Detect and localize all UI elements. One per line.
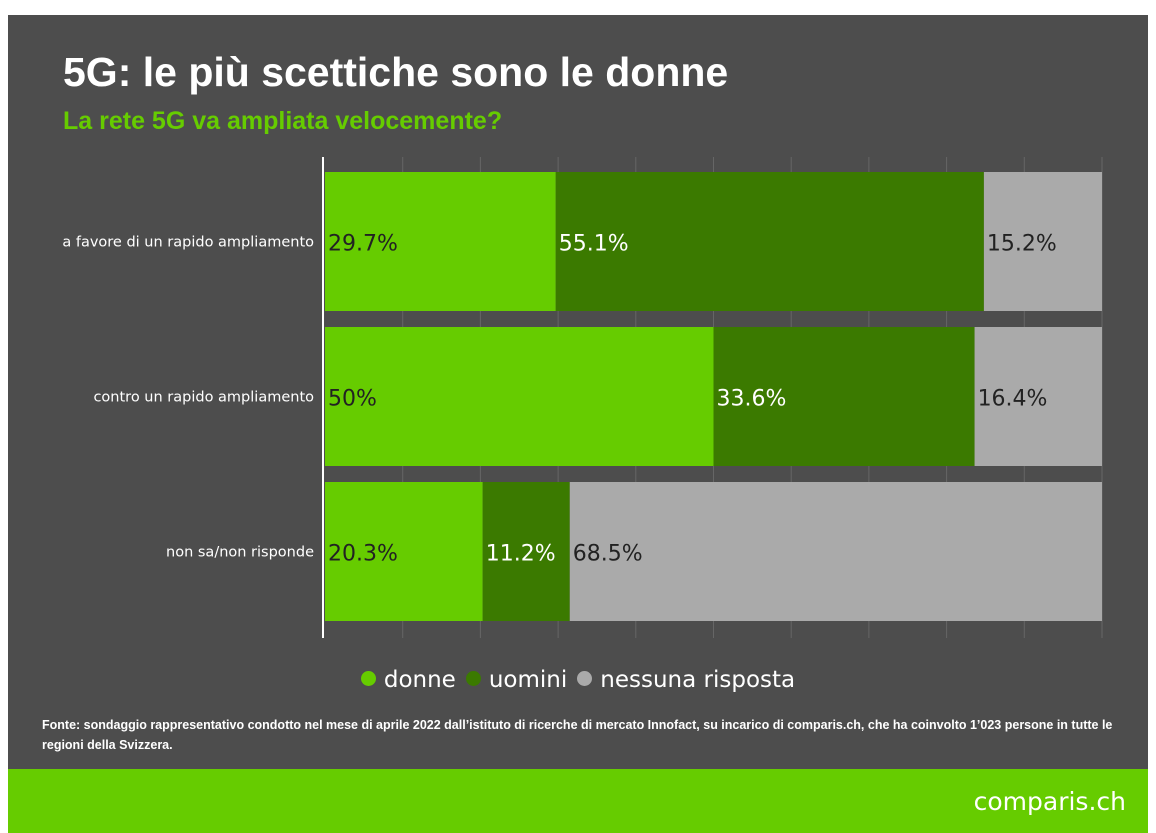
chart-subtitle: La rete 5G va ampliata velocemente? [63, 107, 503, 135]
bar-segment [569, 482, 1102, 621]
legend-dot-icon [577, 671, 593, 686]
data-label: 16.4% [978, 387, 1048, 412]
bars [325, 172, 1102, 621]
stacked-bar-chart: a favore di un rapido ampliamento contro … [62, 157, 1103, 638]
data-label: 20.3% [328, 542, 398, 567]
legend-label: donne [383, 667, 456, 693]
data-labels: 29.7% 55.1% 15.2% 50% 33.6% 16.4% 20.3% 11.2% 68… [328, 232, 1057, 567]
bar-segment [555, 172, 984, 311]
legend-item: nessuna risposta [577, 667, 795, 693]
bar-segment [974, 327, 1102, 466]
data-label: 33.6% [717, 387, 787, 412]
category-labels: a favore di un rapido ampliamento contro … [62, 235, 314, 561]
bar-segment [325, 482, 483, 621]
chart-title: 5G: le più scettiche sono le donne [63, 49, 729, 95]
comparis-logo: comparis.ch [973, 787, 1126, 816]
category-label: a favore di un rapido ampliamento [62, 235, 314, 251]
bar-segment [983, 172, 1102, 311]
data-label: 29.7% [328, 232, 398, 257]
legend-dot-icon [465, 671, 481, 686]
footer-bar: comparis.ch [8, 769, 1148, 833]
source-note: Fonte: sondaggio rappresentativo condott… [42, 718, 1113, 752]
legend-label: nessuna risposta [600, 667, 796, 693]
bar-segment [325, 172, 556, 311]
legend-dot-icon [360, 671, 376, 686]
category-label: contro un rapido ampliamento [93, 390, 314, 406]
legend-item: uomini [465, 667, 568, 693]
data-label: 15.2% [987, 232, 1057, 257]
category-label: non sa/non risponde [166, 545, 314, 561]
infographic-frame: 5G: le più scettiche sono le donne La re… [8, 15, 1148, 833]
data-label: 55.1% [559, 232, 629, 257]
data-label: 11.2% [486, 542, 556, 567]
legend: donne uomini nessuna risposta [8, 667, 1148, 693]
data-label: 68.5% [573, 542, 643, 567]
legend-label: uomini [488, 667, 568, 693]
legend-item: donne [360, 667, 456, 693]
bar-segment [325, 327, 714, 466]
data-label: 50% [328, 387, 377, 412]
bar-segment [713, 327, 975, 466]
bar-segment [482, 482, 570, 621]
